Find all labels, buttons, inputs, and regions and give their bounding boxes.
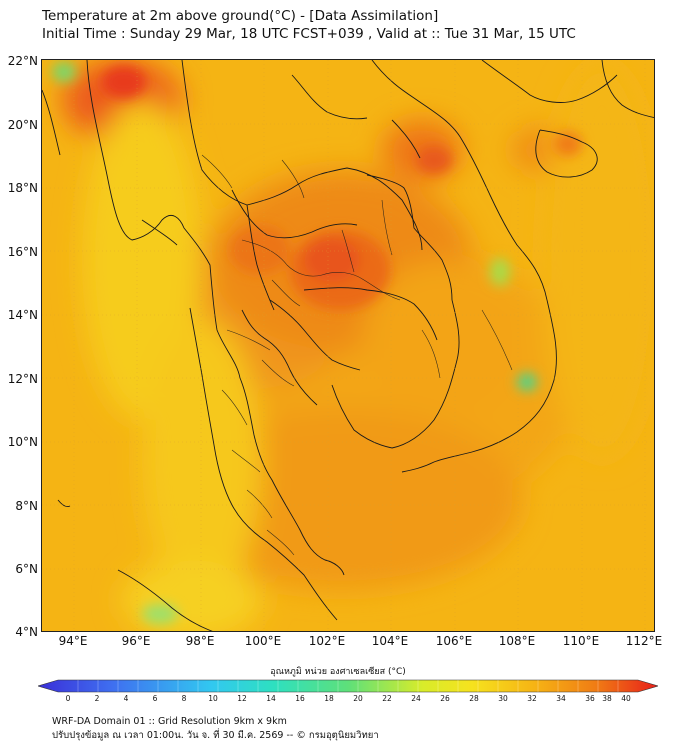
- map-subtitle: Initial Time : Sunday 29 Mar, 18 UTC FCS…: [42, 26, 576, 42]
- colorbar-title: อุณหภูมิ หน่วย องศาเซลเซียส (°C): [270, 667, 406, 677]
- colorbar: [38, 679, 658, 693]
- lon-label-96e: 96°E: [121, 634, 151, 648]
- lat-label-12n: 12°N: [7, 372, 38, 386]
- colorbar-tick: 26: [440, 694, 450, 703]
- lon-label-112e: 112°E: [625, 634, 663, 648]
- colorbar-tick: 24: [411, 694, 421, 703]
- lon-label-98e: 98°E: [185, 634, 215, 648]
- temperature-map: [41, 59, 655, 632]
- lon-label-94e: 94°E: [58, 634, 88, 648]
- footer-model-info: WRF-DA Domain 01 :: Grid Resolution 9km …: [52, 716, 287, 727]
- colorbar-tick: 8: [181, 694, 187, 703]
- colorbar-tick: 10: [208, 694, 218, 703]
- map-canvas: [42, 60, 654, 631]
- lat-label-22n: 22°N: [7, 54, 38, 68]
- lon-label-110e: 110°E: [562, 634, 600, 648]
- colorbar-tick: 34: [556, 694, 566, 703]
- colorbar-tick: 32: [527, 694, 537, 703]
- colorbar-tick: 36: [585, 694, 595, 703]
- lon-label-108e: 108°E: [498, 634, 536, 648]
- colorbar-tick: 22: [382, 694, 392, 703]
- colorbar-tick: 18: [324, 694, 334, 703]
- province-borders: [201, 154, 513, 556]
- colorbar-tick: 6: [152, 694, 158, 703]
- lat-label-10n: 10°N: [7, 435, 38, 449]
- colorbar-tick: 2: [94, 694, 100, 703]
- lat-label-20n: 20°N: [7, 118, 38, 132]
- colorbar-tick: 30: [498, 694, 508, 703]
- colorbar-tick: 12: [237, 694, 247, 703]
- lat-label-6n: 6°N: [15, 562, 38, 576]
- lon-label-100e: 100°E: [244, 634, 282, 648]
- colorbar-tick: 40: [621, 694, 631, 703]
- lat-label-18n: 18°N: [7, 181, 38, 195]
- colorbar-tick: 4: [123, 694, 129, 703]
- colorbar-tick: 20: [353, 694, 363, 703]
- colorbar-tick: 14: [266, 694, 276, 703]
- lon-label-102e: 102°E: [308, 634, 346, 648]
- lon-label-106e: 106°E: [435, 634, 473, 648]
- lat-label-4n: 4°N: [15, 625, 38, 639]
- footer-update-info: ปรับปรุงข้อมูล ณ เวลา 01:00น. วัน จ. ที่…: [52, 730, 379, 741]
- colorbar-tick: 28: [469, 694, 479, 703]
- lat-label-8n: 8°N: [15, 499, 38, 513]
- colorbar-tick: 0: [65, 694, 71, 703]
- map-title: Temperature at 2m above ground(°C) - [Da…: [42, 8, 439, 24]
- lon-label-104e: 104°E: [371, 634, 409, 648]
- country-borders: [42, 60, 654, 631]
- lat-label-16n: 16°N: [7, 245, 38, 259]
- colorbar-tick: 16: [295, 694, 305, 703]
- lat-label-14n: 14°N: [7, 308, 38, 322]
- colorbar-tick: 38: [602, 694, 612, 703]
